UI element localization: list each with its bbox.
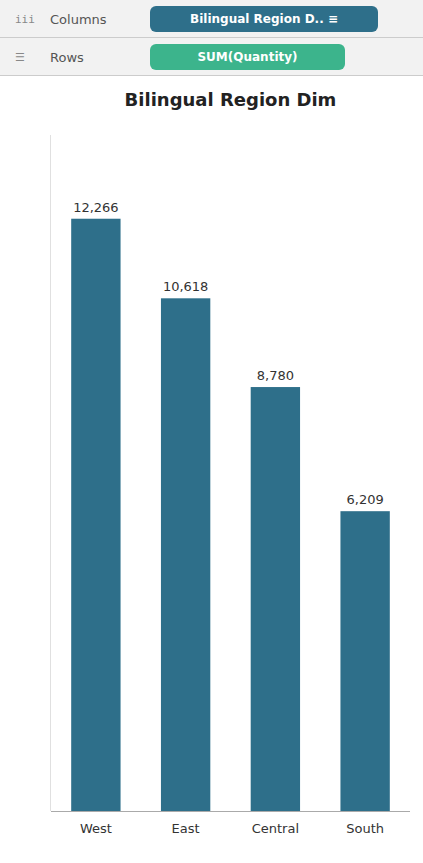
header-border (0, 37, 423, 38)
bar (340, 511, 389, 811)
data-label: 10,618 (163, 279, 209, 294)
data-label: 12,266 (73, 200, 119, 215)
header-pill (150, 44, 345, 70)
bar (251, 387, 300, 811)
chart-container: iii Columns Bilingual Region D.. ≡ ☰ Rows SUM… (0, 0, 423, 863)
header-pill (150, 6, 378, 32)
header-background (0, 0, 423, 38)
header-row: ☰ Rows SUM(Quantity) (0, 38, 423, 76)
header-label: Rows (50, 50, 84, 65)
bar (71, 219, 120, 811)
x-tick-label: Central (252, 821, 299, 836)
chart-title: Bilingual Region Dim (125, 89, 337, 110)
header-icon: ☰ (15, 51, 25, 64)
x-axis-line (51, 811, 410, 812)
bar (161, 298, 210, 811)
header-border (0, 75, 423, 76)
header-background (0, 38, 423, 76)
header-pill-text: Bilingual Region D.. ≡ (190, 12, 338, 26)
header-icon: iii (15, 13, 35, 26)
chart-svg: iii Columns Bilingual Region D.. ≡ ☰ Rows SUM… (0, 0, 423, 863)
header-pill-text: SUM(Quantity) (197, 50, 297, 64)
x-axis: West East Central South (51, 812, 410, 837)
data-label: 6,209 (347, 492, 384, 507)
data-label: 8,780 (257, 368, 294, 383)
header-row: iii Columns Bilingual Region D.. ≡ (0, 0, 423, 38)
y-axis-line (50, 135, 51, 811)
header-label: Columns (50, 12, 107, 27)
data-labels: 12,266 10,618 8,780 6,209 (73, 200, 384, 507)
background (0, 0, 423, 863)
x-tick-label: South (346, 821, 384, 836)
x-tick-label: East (172, 821, 200, 836)
x-tick-label: West (80, 821, 112, 836)
bars (71, 219, 390, 811)
